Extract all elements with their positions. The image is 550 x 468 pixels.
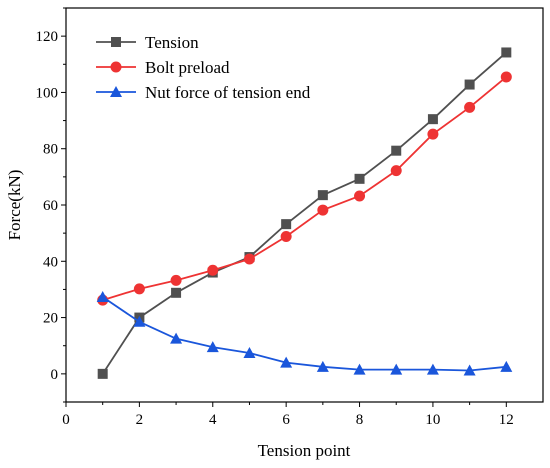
data-point (171, 287, 182, 298)
x-tick-label: 6 (282, 412, 290, 428)
y-tick-label: 40 (43, 254, 58, 270)
data-point (316, 360, 329, 372)
series-line (102, 76, 507, 301)
x-tick-label: 12 (499, 412, 514, 428)
data-point (111, 37, 121, 47)
data-point (464, 79, 475, 90)
data-point (390, 363, 403, 375)
data-point (426, 363, 439, 375)
y-tick-label: 80 (43, 142, 58, 158)
legend-label: Nut force of tension end (145, 83, 311, 102)
x-tick-label: 4 (209, 412, 217, 428)
data-point (110, 86, 122, 97)
x-tick-label: 2 (136, 412, 144, 428)
data-point (280, 231, 292, 243)
plot-area (65, 7, 544, 403)
data-point (354, 173, 365, 184)
y-axis-label: Force(kN) (5, 170, 24, 241)
data-point (390, 165, 402, 177)
legend-item: Tension (96, 33, 199, 52)
y-tick-label: 120 (36, 29, 59, 45)
data-point (464, 101, 476, 113)
data-point (501, 47, 512, 58)
data-point (500, 360, 513, 372)
data-point (97, 368, 108, 379)
data-point (391, 145, 402, 156)
data-point (353, 363, 366, 375)
legend: Tension Bolt preload Nut force of tension … (96, 33, 311, 102)
data-point (243, 253, 255, 265)
data-point (500, 71, 512, 83)
data-point (427, 128, 439, 140)
data-point (96, 291, 109, 303)
legend-item: Nut force of tension end (96, 83, 311, 102)
series-layer (96, 47, 513, 379)
data-point (110, 61, 122, 73)
data-point (170, 274, 182, 286)
x-tick-label: 10 (425, 412, 440, 428)
y-tick-label: 0 (51, 367, 59, 383)
data-point (206, 341, 219, 353)
data-point (427, 114, 438, 125)
data-point (133, 283, 145, 295)
series-nut-force-of-tension-end (96, 291, 513, 376)
data-point (207, 264, 219, 276)
y-tick-label: 60 (43, 198, 58, 214)
x-axis-label: Tension point (258, 441, 351, 460)
legend-label: Bolt preload (145, 58, 230, 77)
x-tick-label: 0 (62, 412, 70, 428)
data-point (354, 190, 366, 202)
data-point (281, 219, 292, 230)
data-point (280, 356, 293, 368)
x-tick-label: 8 (356, 412, 364, 428)
data-point (133, 315, 146, 327)
y-tick-label: 20 (43, 311, 58, 327)
legend-item: Bolt preload (96, 58, 230, 77)
data-point (243, 347, 256, 359)
data-point (463, 364, 476, 376)
y-tick-label: 100 (36, 85, 59, 101)
data-point (317, 204, 329, 216)
data-point (170, 332, 183, 344)
series-line (101, 51, 507, 375)
data-point (317, 190, 328, 201)
legend-label: Tension (145, 33, 199, 52)
series-line (102, 296, 507, 372)
